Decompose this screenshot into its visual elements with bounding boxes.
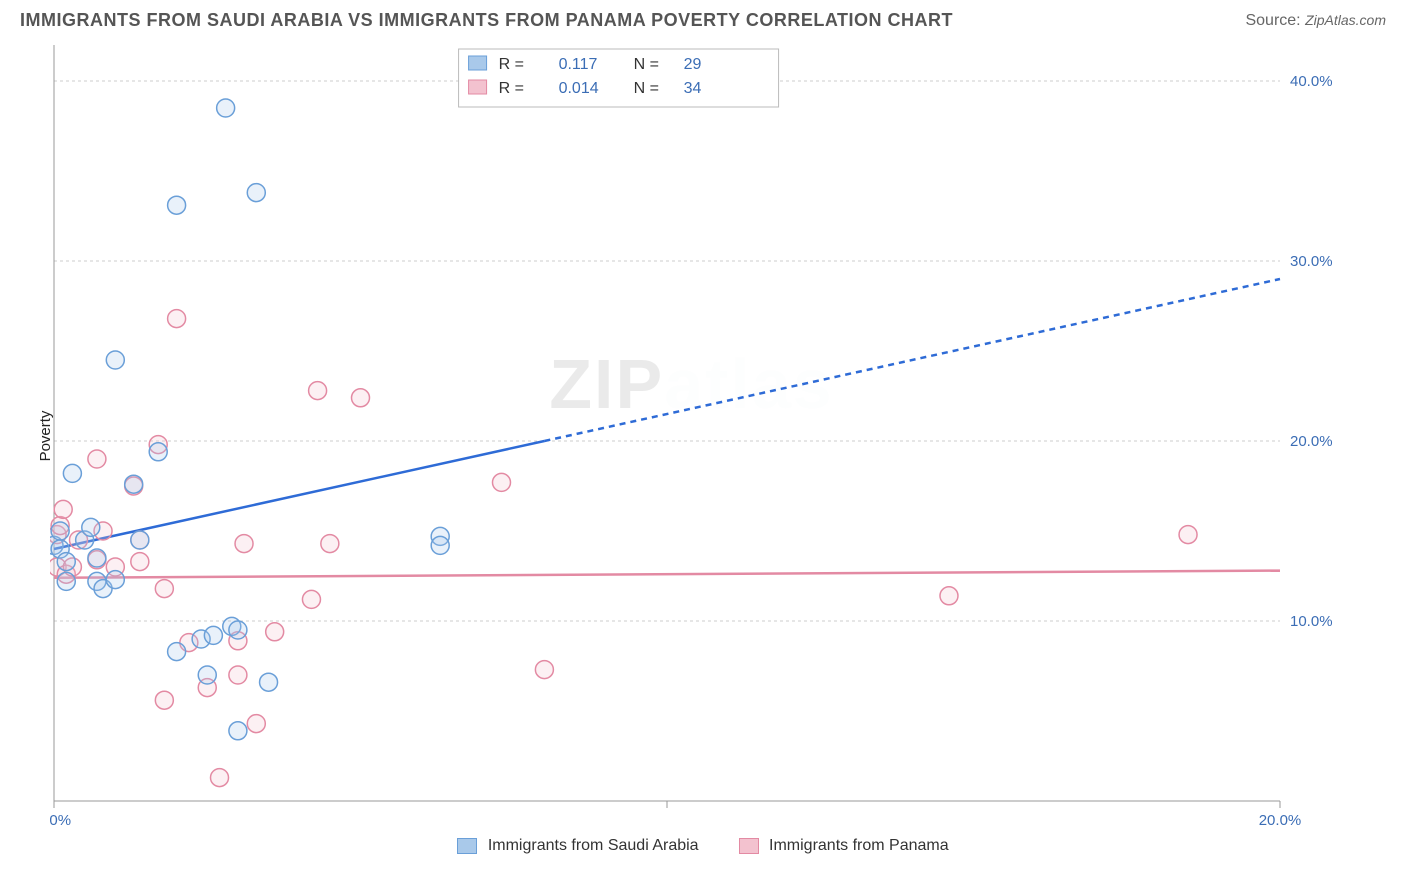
stats-swatch: [469, 80, 487, 94]
swatch-series-a: [457, 838, 477, 854]
x-tick-label: 0.0%: [50, 812, 71, 829]
stats-r-label: R =: [499, 56, 524, 73]
data-point: [229, 722, 247, 740]
data-point: [106, 571, 124, 589]
y-tick-label: 10.0%: [1290, 613, 1333, 630]
legend-label-series-a: Immigrants from Saudi Arabia: [488, 837, 699, 854]
y-tick-label: 30.0%: [1290, 253, 1333, 270]
y-tick-label: 20.0%: [1290, 433, 1333, 450]
data-point: [168, 643, 186, 661]
data-point: [309, 382, 327, 400]
chart-title: IMMIGRANTS FROM SAUDI ARABIA VS IMMIGRAN…: [20, 10, 953, 31]
source-attribution: Source: ZipAtlas.com: [1245, 12, 1386, 30]
data-point: [57, 553, 75, 571]
stats-n-label: N =: [634, 80, 659, 97]
data-point: [266, 623, 284, 641]
data-point: [492, 473, 510, 491]
trend-line: [54, 441, 544, 549]
stats-n-value: 34: [684, 80, 702, 97]
x-tick-label: 20.0%: [1259, 812, 1302, 829]
data-point: [51, 522, 69, 540]
data-point: [88, 450, 106, 468]
data-point: [302, 590, 320, 608]
data-point: [352, 389, 370, 407]
data-point: [217, 99, 235, 117]
data-point: [82, 518, 100, 536]
data-point: [204, 626, 222, 644]
data-point: [168, 310, 186, 328]
stats-r-value: 0.014: [559, 80, 599, 97]
correlation-chart: 10.0% 20.0% 30.0% 40.0% 0.0% 20.0% ZIPatlas R =…: [50, 41, 1350, 831]
source-prefix: Source:: [1245, 12, 1305, 29]
data-point: [940, 587, 958, 605]
legend-item-series-a: Immigrants from Saudi Arabia: [457, 837, 698, 855]
data-point: [149, 443, 167, 461]
data-point: [131, 531, 149, 549]
data-point: [155, 580, 173, 598]
data-point: [54, 500, 72, 518]
data-point: [431, 536, 449, 554]
data-point: [535, 661, 553, 679]
trend-line: [54, 571, 1280, 578]
legend-item-series-b: Immigrants from Panama: [739, 837, 949, 855]
y-axis-label: Poverty: [37, 411, 54, 462]
data-point: [198, 666, 216, 684]
data-point: [106, 351, 124, 369]
data-point: [247, 715, 265, 733]
data-point: [88, 549, 106, 567]
stats-r-value: 0.117: [559, 56, 598, 73]
data-point: [131, 553, 149, 571]
data-point: [260, 673, 278, 691]
data-point: [321, 535, 339, 553]
data-point: [235, 535, 253, 553]
stats-r-label: R =: [499, 80, 524, 97]
data-point: [1179, 526, 1197, 544]
data-point: [63, 464, 81, 482]
watermark: ZIPatlas: [549, 345, 833, 423]
data-point: [57, 572, 75, 590]
data-point: [247, 184, 265, 202]
data-point: [155, 691, 173, 709]
data-point: [125, 475, 143, 493]
legend-label-series-b: Immigrants from Panama: [769, 837, 949, 854]
stats-n-label: N =: [634, 56, 659, 73]
data-point: [168, 196, 186, 214]
stats-n-value: 29: [684, 56, 702, 73]
y-tick-label: 40.0%: [1290, 73, 1333, 90]
stats-swatch: [469, 56, 487, 70]
data-point: [229, 621, 247, 639]
bottom-legend: Immigrants from Saudi Arabia Immigrants …: [0, 837, 1406, 855]
data-point: [211, 769, 229, 787]
data-point: [229, 666, 247, 684]
source-name: ZipAtlas.com: [1305, 12, 1386, 28]
swatch-series-b: [739, 838, 759, 854]
